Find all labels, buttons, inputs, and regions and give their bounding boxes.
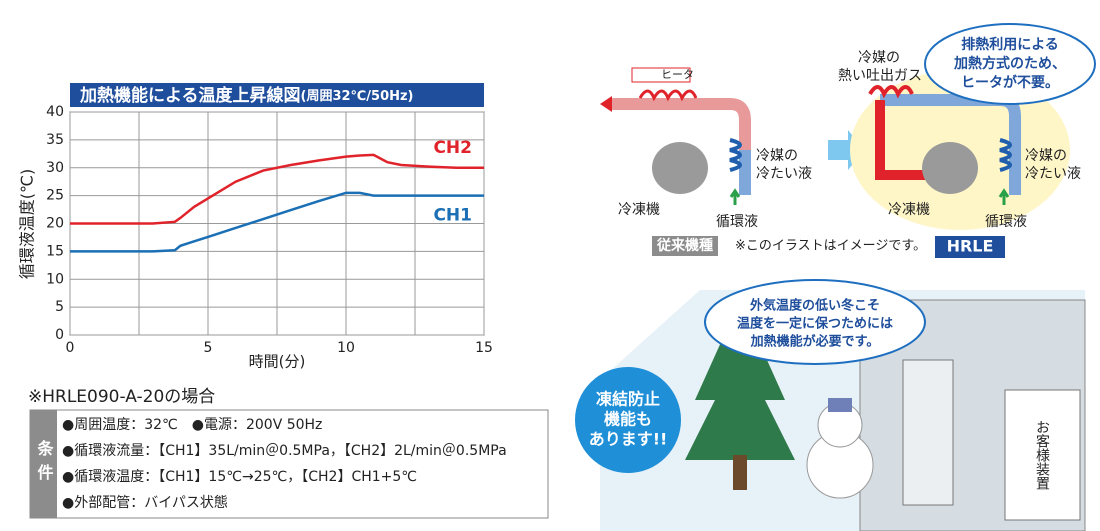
arrow: [998, 188, 1010, 205]
bubble-text: 加熱方式のため、: [953, 55, 1066, 72]
title: 加熱機能による温度上昇線図: [79, 85, 301, 106]
condition-item: ●周囲温度：32℃ ●電源：200V 50Hz: [62, 417, 322, 433]
coil: [999, 138, 1012, 172]
title-bar: [70, 83, 484, 107]
hrle-unit: [902, 359, 954, 506]
label: 冷たい液: [1025, 166, 1081, 182]
badge: 従来機種: [656, 237, 713, 254]
badge-text: あります!!: [589, 430, 668, 449]
device-label: お客様装置: [1034, 420, 1050, 490]
y-tick-label: 0: [55, 327, 64, 343]
badge-text: 凍結防止: [596, 390, 660, 409]
coil: [729, 138, 742, 172]
hrle-diagram: [850, 23, 1096, 258]
model: ※HRLE090-A-20の場合: [28, 387, 215, 407]
chiller-icon: [652, 142, 708, 194]
label: 冷たい液: [756, 166, 812, 182]
label: 冷凍機: [618, 202, 660, 218]
chart-title: 加熱機能による温度上昇線図(周囲32℃/50Hz): [79, 85, 414, 106]
condition-item: ●循環液流量：【CH1】35L/min＠0.5MPa，【CH2】2L/min＠0…: [62, 443, 507, 459]
heater-coil: [638, 89, 698, 102]
badge-bg: [575, 367, 681, 473]
label: 熱い吐出ガス: [838, 68, 922, 84]
coil: [868, 85, 914, 99]
label: 冷媒の: [858, 50, 900, 66]
conditions-box: [29, 409, 549, 519]
bubble-text: 温度を一定に保つためには: [737, 316, 893, 332]
y-axis-label: 循環液温度(℃): [18, 169, 37, 279]
heater-box: [631, 67, 691, 83]
line: [70, 153, 484, 225]
label: 冷媒の: [756, 148, 798, 164]
badge-bg: [652, 236, 718, 256]
x-axis-label: 時間(分): [249, 353, 306, 371]
x-tick-label: 15: [475, 340, 493, 356]
chiller-icon: [922, 142, 978, 194]
note: ※このイラストはイメージです。: [735, 239, 926, 254]
device: [1004, 389, 1081, 521]
series-label: CH2: [433, 138, 472, 158]
condition-item: ●外部配管：バイパス状態: [62, 495, 228, 511]
winter-illustration: [575, 279, 1086, 531]
trunk: [733, 455, 747, 490]
arrow: [600, 96, 612, 112]
conventional-diagram: [600, 67, 751, 256]
tree: [685, 300, 795, 460]
y-tick-label: 20: [46, 216, 64, 232]
pipe: [875, 100, 925, 180]
badge: HRLE: [947, 237, 994, 256]
label: 冷媒の: [1025, 148, 1067, 164]
conditions-label-bg: [30, 410, 57, 518]
x-tick-label: 5: [204, 340, 213, 356]
badge-text: 機能も: [604, 410, 652, 429]
y-tick-label: 40: [46, 104, 64, 120]
x-tick-label: 10: [337, 340, 355, 356]
badge-bg: [935, 236, 1005, 258]
bubble: [924, 23, 1096, 105]
y-tick-label: 5: [55, 299, 64, 315]
series-label: CH1: [433, 206, 472, 226]
line: [70, 191, 484, 253]
bubble: [704, 279, 926, 365]
bubble-text: 加熱機能が必要です。: [750, 334, 880, 350]
y-tick-label: 10: [46, 271, 64, 287]
conditions-label: 条件: [35, 439, 55, 488]
condition-item: ●循環液温度：【CH1】15℃→25℃，【CH2】CH1+5℃: [62, 469, 417, 485]
bucket: [828, 398, 852, 412]
y-tick-label: 35: [46, 132, 64, 148]
label: 循環液: [716, 214, 758, 230]
bubble-text: 外気温度の低い冬こそ: [749, 298, 880, 314]
arrow: [729, 188, 741, 205]
label: ヒータ: [661, 68, 694, 81]
x-tick-label: 0: [66, 340, 75, 356]
y-tick-label: 25: [46, 188, 64, 204]
chart: 0 5 10 15 20 25 30 35 40 0 5 10 15 CH2 CH1: [46, 104, 493, 356]
label: 冷凍機: [888, 202, 930, 218]
subtitle: (周囲32℃/50Hz): [301, 89, 414, 104]
y-tick-label: 15: [46, 243, 64, 259]
pipe: [610, 98, 751, 195]
bubble-text: 排熱利用による: [961, 36, 1059, 53]
bubble-text: ヒータが不要。: [961, 74, 1059, 91]
label: 循環液: [985, 214, 1027, 230]
y-tick-label: 30: [46, 160, 64, 176]
